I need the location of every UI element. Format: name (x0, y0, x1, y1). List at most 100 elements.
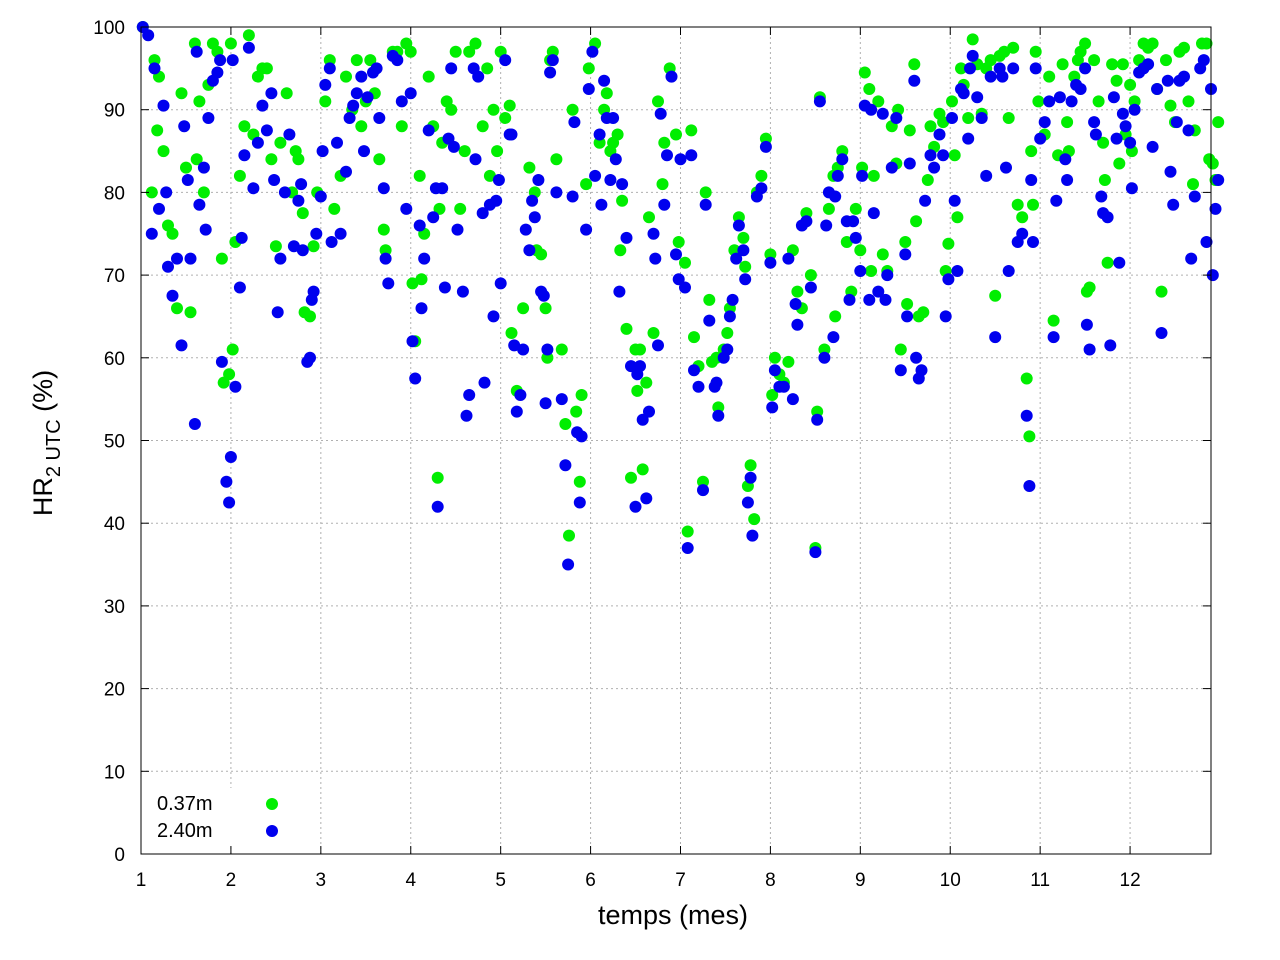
data-point (220, 475, 233, 488)
y-tick-label: 80 (104, 183, 125, 204)
data-point (193, 198, 206, 211)
data-point (1206, 157, 1219, 170)
data-point (858, 66, 871, 79)
data-point (1178, 70, 1190, 83)
data-point (499, 112, 512, 124)
data-point (836, 145, 849, 158)
data-point (492, 174, 505, 186)
data-point (894, 343, 907, 356)
data-point (890, 112, 903, 124)
data-point (539, 397, 552, 410)
data-point (939, 310, 952, 323)
data-point (1101, 211, 1114, 224)
data-point (570, 405, 583, 418)
data-point (1061, 174, 1074, 186)
data-point (980, 169, 993, 182)
data-point (458, 145, 471, 158)
data-point (1053, 91, 1066, 104)
data-point (721, 343, 734, 356)
data-point (1089, 128, 1102, 141)
data-point (483, 169, 496, 182)
data-point (505, 327, 518, 339)
data-point (1061, 116, 1074, 129)
data-point (881, 269, 894, 282)
data-point (226, 54, 239, 67)
data-point (202, 112, 215, 124)
data-point (514, 389, 527, 401)
data-point (1079, 37, 1092, 50)
data-point (620, 231, 633, 244)
data-point (373, 153, 386, 166)
data-point (559, 459, 572, 472)
y-tick-label: 30 (104, 597, 125, 618)
data-point (153, 202, 165, 215)
data-point (1023, 480, 1036, 492)
data-point (145, 186, 158, 199)
data-point (593, 136, 606, 149)
data-point (469, 37, 482, 50)
data-point (726, 293, 739, 306)
data-point (358, 145, 370, 158)
data-point (562, 558, 575, 571)
legend: 0.37m 2.40m (157, 793, 278, 842)
data-point (685, 124, 698, 137)
data-point (1182, 124, 1195, 137)
data-point (1101, 256, 1114, 269)
data-point (580, 178, 593, 191)
data-point (634, 343, 646, 356)
data-point (528, 211, 541, 224)
data-point (1034, 132, 1047, 145)
data-point (647, 227, 660, 240)
data-point (703, 293, 716, 306)
data-point (1151, 83, 1164, 95)
data-point (876, 248, 889, 261)
data-point (1029, 62, 1042, 75)
data-point (899, 236, 912, 248)
data-point (681, 525, 694, 538)
data-point (431, 500, 444, 513)
data-point (649, 252, 662, 265)
data-point (310, 227, 323, 240)
data-point (672, 273, 685, 286)
data-point (964, 62, 976, 75)
data-point (233, 169, 246, 182)
data-point (364, 54, 377, 67)
data-point (739, 273, 752, 286)
data-point (586, 45, 599, 58)
data-point (697, 484, 709, 497)
data-point (1128, 103, 1141, 116)
data-point (685, 149, 698, 162)
data-point (768, 351, 781, 364)
data-point (162, 260, 174, 273)
data-point (1113, 157, 1126, 170)
data-point (1080, 318, 1093, 331)
data-point (274, 252, 287, 265)
data-point (1095, 190, 1108, 203)
data-point (278, 186, 291, 199)
data-point (629, 500, 642, 513)
data-point (697, 475, 709, 488)
data-point (1059, 153, 1072, 166)
data-point (791, 318, 804, 331)
data-point (148, 62, 161, 75)
data-point (499, 54, 512, 67)
data-point (739, 260, 752, 273)
data-point (157, 145, 170, 158)
data-point (568, 116, 581, 129)
data-point (271, 306, 284, 319)
data-point (559, 418, 572, 430)
data-point (197, 161, 210, 174)
data-point (517, 302, 530, 315)
data-point (989, 331, 1002, 344)
data-point (260, 124, 273, 137)
y-tick-label: 0 (114, 845, 125, 866)
data-point (447, 140, 460, 153)
data-point (523, 244, 536, 257)
data-point (316, 145, 329, 158)
data-point (433, 202, 446, 215)
data-point (469, 153, 482, 166)
data-point (296, 207, 309, 220)
data-point (1056, 58, 1069, 71)
data-point (451, 223, 464, 236)
x-tick-label: 10 (940, 870, 961, 891)
